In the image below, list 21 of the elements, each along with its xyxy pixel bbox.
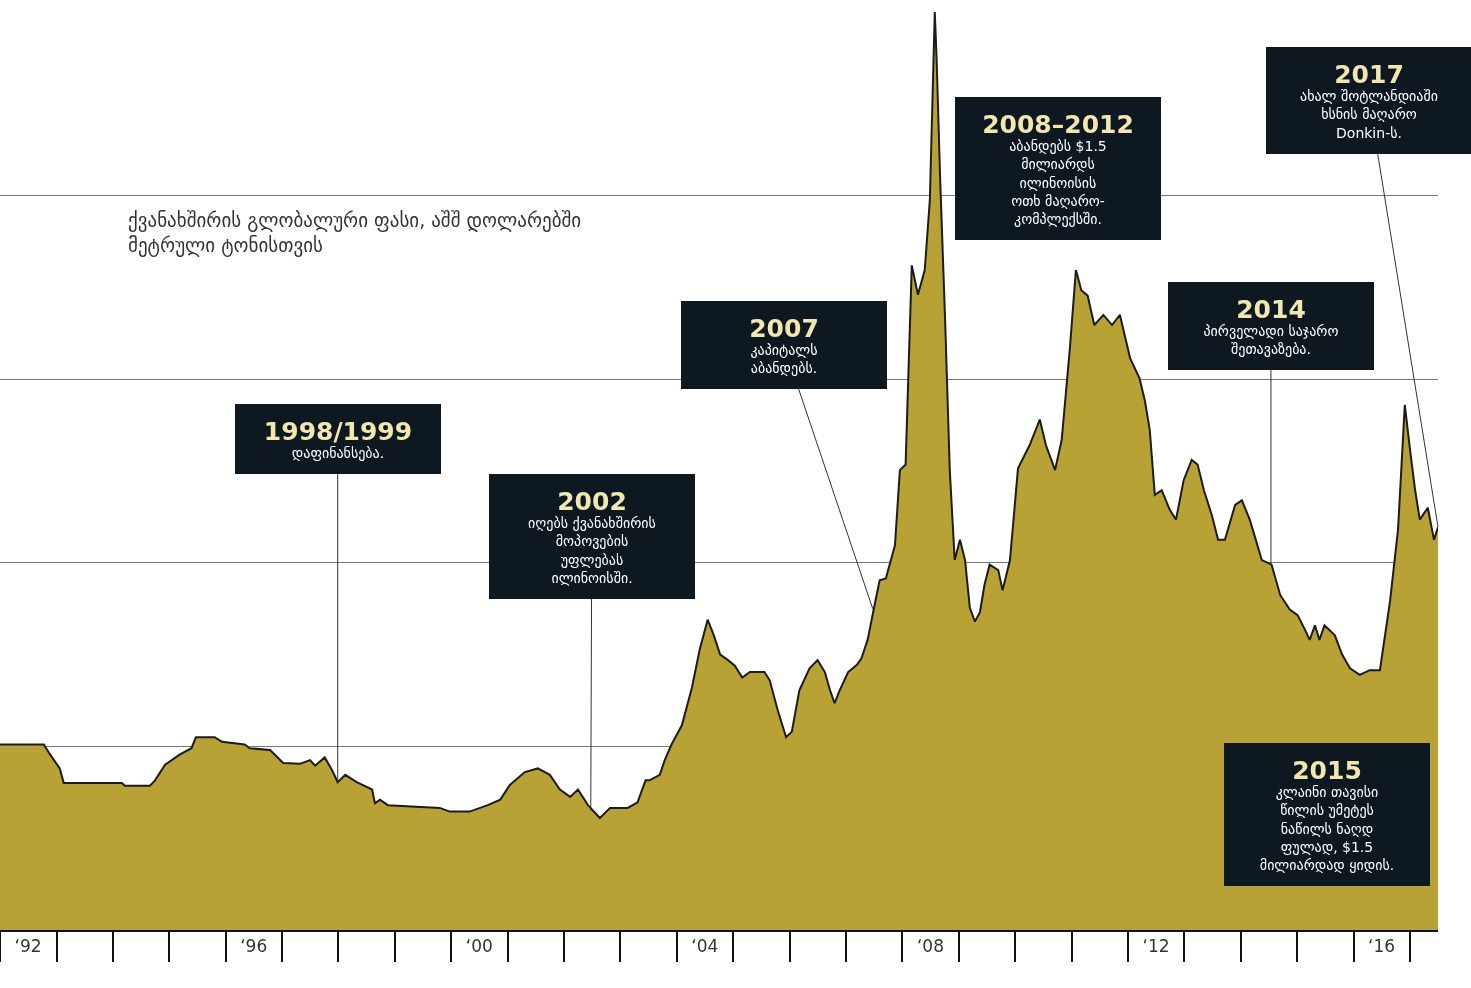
x-tick-label: ‘92 xyxy=(14,936,42,957)
note-box: 2002 იღებს ქვანახშირის მოპოვების უფლებას ილინოისში. xyxy=(489,474,695,812)
note-box: 2008–2012 აბანდებს $1.5 მილიარდს ილინოისის ოთხ მაღარო- კომპლექსში. xyxy=(955,97,1161,240)
x-tick-label: ‘08 xyxy=(916,936,944,957)
x-tick-label: ‘16 xyxy=(1368,936,1396,957)
x-tick-label: ‘00 xyxy=(465,936,493,957)
text: ქვანახშირის გლობალური ფასი, აშშ დოლარებში მეტრული ტონისთვის xyxy=(128,209,582,257)
x-tick-label: ‘12 xyxy=(1142,936,1170,957)
annotation: 2015 კლაინი თავისი წილის უმეტეს ნაწილს ნაღდ ფულად, $1.5 მილიარდად ყიდის. xyxy=(1259,756,1395,873)
annotation: 2002 იღებს ქვანახშირის მოპოვების უფლებას ილინოისში. xyxy=(528,487,656,586)
x-tick-label: ‘96 xyxy=(240,936,268,957)
x-tick-label: ‘04 xyxy=(691,936,719,957)
annotation: 2007 კაპიტალს აბანდებს. xyxy=(749,314,819,377)
note-box: 2015 კლაინი თავისი წილის უმეტეს ნაწილს ნაღდ ფულად, $1.5 მილიარდად ყიდის. xyxy=(1224,743,1430,886)
annotation: 2014 პირველადი საჯარო შეთავაზება. xyxy=(1203,295,1339,358)
annotation: 2017 ახალ შოტლანდიაში ხსნის მაღარო Donkin-ს. xyxy=(1300,60,1438,141)
note-box: 2007 კაპიტალს აბანდებს. xyxy=(681,301,887,610)
note-box: 1998/1999 დაფინანსება. xyxy=(235,404,441,783)
annotation: 1998/1999 დაფინანსება. xyxy=(263,417,413,462)
note-box: 2014 პირველადი საჯარო შეთავაზება. xyxy=(1168,282,1374,566)
annotation: 2008–2012 აბანდებს $1.5 მილიარდს ილინოისის ოთხ მაღარო- კომპლექსში. xyxy=(982,110,1134,227)
